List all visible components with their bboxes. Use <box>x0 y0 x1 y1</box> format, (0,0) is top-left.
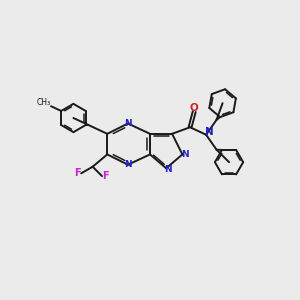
Text: F: F <box>74 168 81 178</box>
Text: N: N <box>164 165 172 174</box>
Text: F: F <box>103 171 109 181</box>
Text: O: O <box>190 103 199 113</box>
Text: N: N <box>205 128 214 137</box>
Text: N: N <box>124 160 132 169</box>
Text: N: N <box>182 150 189 159</box>
Text: CH₃: CH₃ <box>37 98 51 107</box>
Text: N: N <box>124 119 132 128</box>
